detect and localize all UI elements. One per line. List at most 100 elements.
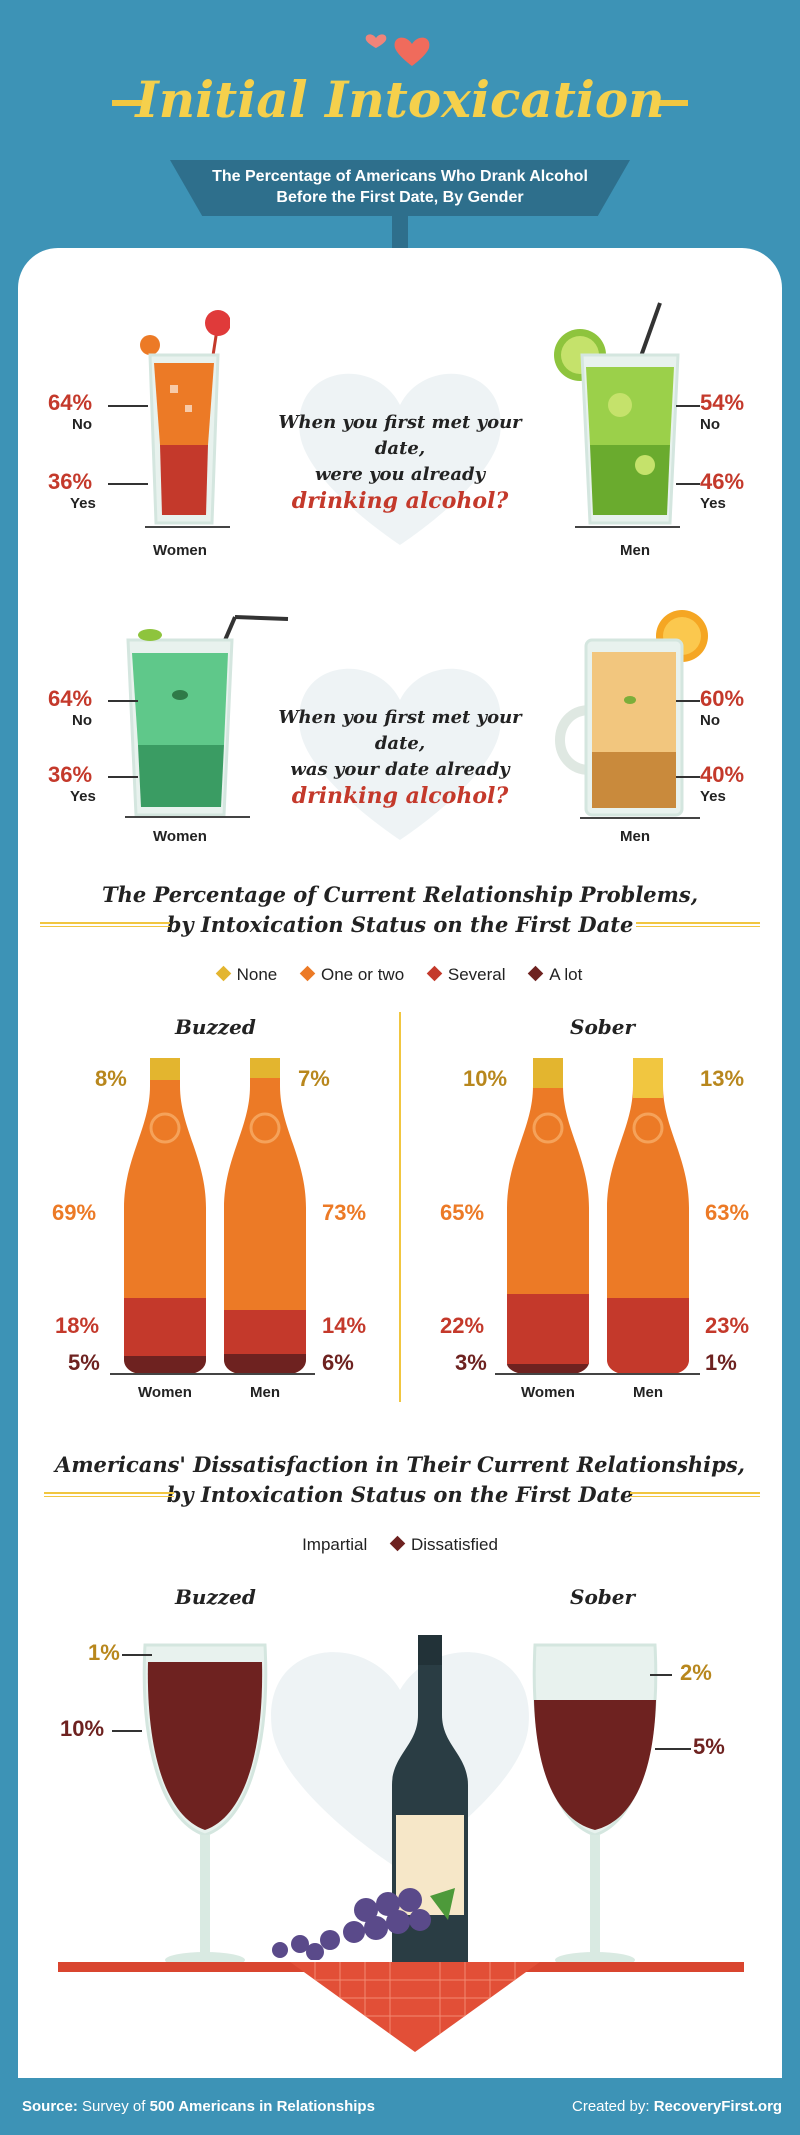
fill-drinking	[138, 745, 224, 807]
divider-left	[40, 922, 170, 927]
dissatisfaction-title-line-2: by Intoxication Status on the First Date	[166, 1482, 634, 1507]
buzzed-men-a-lot-pct: 6%	[322, 1350, 354, 1375]
fill-drinking	[592, 752, 676, 808]
q2-men-yes-label: Yes	[700, 788, 726, 805]
q1-women-no-tick	[108, 405, 148, 407]
sober-men-several-pct: 23%	[705, 1313, 750, 1338]
question-1: When you first met your date, were you a…	[275, 410, 525, 514]
fill-not-drinking	[154, 363, 214, 445]
legend-label-several: Several	[447, 965, 506, 984]
q1-men-yes-tick	[676, 483, 700, 485]
legend-label-none: None	[236, 965, 278, 984]
question-2-line-1: When you first met your date,	[278, 707, 522, 754]
tablecloth	[290, 1962, 540, 2052]
q1-women-label: Women	[153, 542, 207, 559]
sober-men-one-or-two-pct: 63%	[705, 1200, 750, 1225]
question-1-line-1: When you first met your date,	[278, 412, 522, 459]
sober-dissatisfied-tick	[655, 1748, 691, 1750]
cocktail-glass-men-q1	[554, 302, 680, 528]
credit-prefix: Created by:	[572, 2098, 654, 2115]
legend-item-dissatisfied: Dissatisfied	[389, 1535, 498, 1554]
credit-link[interactable]: RecoveryFirst.org	[653, 2098, 783, 2115]
q2-women-no-tick	[108, 700, 138, 702]
sober-men-none-pct: 13%	[700, 1066, 745, 1091]
sober-impartial-tick	[650, 1674, 672, 1676]
source-text: Survey of	[77, 2098, 150, 2115]
buzzed-men-none-pct: 7%	[298, 1066, 330, 1091]
bottles-baseline-buzzed	[110, 1373, 315, 1375]
hearts-icon	[365, 34, 430, 66]
subtitle-line-2: Before the First Date, By Gender	[276, 189, 524, 206]
question-2-highlight: drinking alcohol?	[291, 783, 509, 809]
legend-label-one-or-two: One or two	[321, 965, 405, 984]
source-note: Source: Survey of 500 Americans in Relat…	[22, 2098, 375, 2115]
buzzed-impartial-pct: 1%	[88, 1640, 120, 1665]
legend-item-several: Several	[426, 965, 506, 984]
q1-men-no-label: No	[700, 416, 720, 433]
q2-women-yes-pct: 36%	[48, 762, 93, 787]
q1-women-no-label: No	[72, 416, 92, 433]
buzzed-women-a-lot-pct: 5%	[68, 1350, 100, 1375]
subtitle-banner: The Percentage of Americans Who Drank Al…	[170, 160, 630, 216]
q1-men-no-pct: 54%	[700, 390, 745, 415]
title-stripe-right	[658, 100, 688, 106]
sober-dissatisfied-pct: 5%	[693, 1734, 725, 1759]
page-title: Initial Intoxication	[135, 70, 665, 129]
legend-label-dissatisfied: Dissatisfied	[411, 1535, 498, 1554]
buzzed-men-several-pct: 14%	[322, 1313, 367, 1338]
q1-women-no-pct: 64%	[48, 390, 93, 415]
sober-women-none-pct: 10%	[463, 1066, 508, 1091]
q2-women-label: Women	[153, 828, 207, 845]
q2-men-no-tick	[676, 700, 700, 702]
beer-mug-men-q2	[555, 610, 708, 819]
heart-watermark	[299, 668, 501, 840]
question-2-line-2: was your date already	[290, 759, 510, 780]
sober-women-a-lot-pct: 3%	[455, 1350, 487, 1375]
legend-item-one-or-two: One or two	[299, 965, 405, 984]
dissatisfaction-title: Americans' Dissatisfaction in Their Curr…	[0, 1450, 800, 1510]
divider-right	[636, 922, 760, 927]
buzzed-dissatisfied-pct: 10%	[60, 1716, 105, 1741]
problems-title-line-1: The Percentage of Current Relationship P…	[101, 882, 699, 907]
q1-men-label: Men	[620, 542, 650, 559]
grapes-icon	[272, 1888, 455, 1960]
source-bold: 500 Americans in Relationships	[149, 2098, 375, 2115]
q2-women-no-pct: 64%	[48, 686, 93, 711]
q2-women-yes-tick	[108, 776, 138, 778]
problems-title: The Percentage of Current Relationship P…	[0, 880, 800, 940]
legend-swatch-several	[426, 965, 443, 982]
sober-women-one-or-two-pct: 65%	[440, 1200, 485, 1225]
legend-swatch-none	[215, 965, 231, 982]
q2-men-no-pct: 60%	[700, 686, 745, 711]
legend-label-impartial: Impartial	[302, 1535, 368, 1554]
heart-watermark	[299, 373, 501, 545]
legend-item-none: None	[215, 965, 278, 984]
dissatisfaction-title-line-1: Americans' Dissatisfaction in Their Curr…	[55, 1452, 745, 1477]
problems-buzzed-label: Buzzed	[175, 1015, 256, 1039]
credit-note: Created by: RecoveryFirst.org	[572, 2098, 782, 2115]
dissatisfaction-sober-label: Sober	[570, 1585, 636, 1609]
sober-men-a-lot-pct: 1%	[705, 1350, 737, 1375]
cocktail-glass-women-q1	[140, 310, 230, 528]
buzzed-men-label: Men	[250, 1384, 280, 1401]
question-2: When you first met your date, was your d…	[275, 705, 525, 809]
buzzed-women-several-pct: 18%	[55, 1313, 100, 1338]
q1-men-no-tick	[676, 405, 700, 407]
question-1-highlight: drinking alcohol?	[291, 488, 509, 514]
problems-sober-label: Sober	[570, 1015, 636, 1039]
q2-men-yes-tick	[676, 776, 700, 778]
legend-swatch-dissatisfied	[389, 1535, 406, 1552]
sober-women-label: Women	[521, 1384, 575, 1401]
buzzed-women-label: Women	[138, 1384, 192, 1401]
sober-women-several-pct: 22%	[440, 1313, 485, 1338]
problems-center-divider	[399, 1012, 401, 1402]
q1-women-yes-pct: 36%	[48, 469, 93, 494]
buzzed-men-one-or-two-pct: 73%	[322, 1200, 367, 1225]
buzzed-impartial-tick	[122, 1654, 152, 1656]
dissatisfaction-legend: Impartial Dissatisfied	[0, 1535, 800, 1555]
sober-men-label: Men	[633, 1384, 663, 1401]
wine-glass-sober	[532, 1643, 658, 1968]
source-prefix: Source:	[22, 2098, 78, 2115]
mojito-glass-women-q2	[125, 615, 289, 818]
fill-drinking	[160, 445, 208, 515]
